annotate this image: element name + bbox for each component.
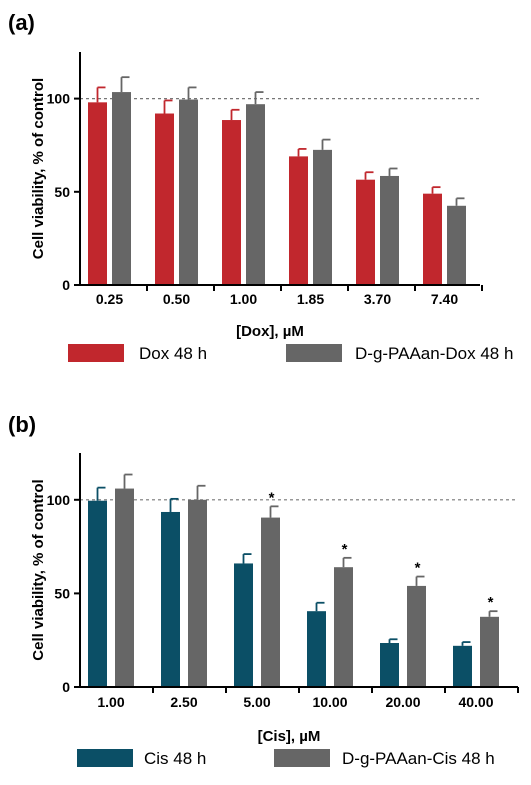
y-tick-label: 50 bbox=[54, 184, 70, 200]
bar-conjugate bbox=[188, 499, 207, 687]
x-tick-label: 0.50 bbox=[163, 291, 190, 307]
bar-primary bbox=[289, 156, 308, 285]
y-axis-title: Cell viability, % of control bbox=[30, 479, 47, 660]
legend-swatch bbox=[68, 344, 124, 362]
panel-label: (a) bbox=[8, 10, 35, 35]
bar-primary bbox=[161, 511, 180, 687]
significance-mark: * bbox=[269, 489, 275, 506]
y-tick-label: 100 bbox=[47, 492, 71, 508]
y-tick-label: 50 bbox=[54, 585, 70, 601]
significance-mark: * bbox=[415, 560, 421, 577]
bar-conjugate bbox=[179, 99, 198, 285]
y-tick-label: 0 bbox=[62, 679, 70, 695]
bar-conjugate bbox=[480, 616, 499, 687]
legend-swatch bbox=[286, 344, 342, 362]
bar-primary bbox=[307, 611, 326, 687]
bar-primary bbox=[234, 563, 253, 687]
bar-conjugate bbox=[447, 205, 466, 285]
bar-conjugate bbox=[380, 175, 399, 285]
significance-mark: * bbox=[342, 541, 348, 558]
x-tick-label: 7.40 bbox=[431, 291, 458, 307]
bar-primary bbox=[423, 193, 442, 285]
legend-label: Cis 48 h bbox=[144, 749, 206, 768]
panel-label: (b) bbox=[8, 412, 36, 437]
x-tick-label: 1.00 bbox=[97, 694, 124, 710]
bar-conjugate bbox=[334, 567, 353, 687]
bar-conjugate bbox=[261, 517, 280, 687]
x-tick-label: 5.00 bbox=[243, 694, 270, 710]
bar-primary bbox=[453, 645, 472, 687]
legend-swatch bbox=[77, 749, 133, 767]
x-axis-title: [Cis], µM bbox=[258, 728, 321, 745]
bar-conjugate bbox=[112, 92, 131, 286]
legend-label: D-g-PAAan-Cis 48 h bbox=[342, 749, 495, 768]
x-axis-title: [Dox], µM bbox=[236, 323, 304, 340]
x-tick-label: 40.00 bbox=[458, 694, 493, 710]
bar-primary bbox=[222, 120, 241, 285]
x-tick-label: 0.25 bbox=[96, 291, 123, 307]
bar-primary bbox=[380, 643, 399, 687]
bar-conjugate bbox=[407, 585, 426, 687]
x-tick-label: 2.50 bbox=[170, 694, 197, 710]
bar-primary bbox=[155, 113, 174, 286]
legend-label: Dox 48 h bbox=[139, 344, 207, 363]
legend-label: D-g-PAAan-Dox 48 h bbox=[355, 344, 513, 363]
x-tick-label: 10.00 bbox=[312, 694, 347, 710]
panel-b: (b) * * * * 0 50 100 1.00 2.50 5.00 10.00 20.00 40.00… bbox=[8, 412, 519, 768]
x-tick-label: 1.85 bbox=[297, 291, 324, 307]
bar-primary bbox=[356, 179, 375, 285]
x-tick-label: 3.70 bbox=[364, 291, 391, 307]
panel-a: (a) 0 50 100 0.25 0.50 1.00 1.85 3.70 7.40 [Dox], … bbox=[8, 10, 513, 363]
bar-primary bbox=[88, 102, 107, 285]
bar-primary bbox=[88, 500, 107, 687]
x-tick-label: 20.00 bbox=[385, 694, 420, 710]
y-axis-title: Cell viability, % of control bbox=[30, 78, 47, 259]
y-tick-label: 100 bbox=[47, 91, 71, 107]
significance-mark: * bbox=[488, 594, 494, 611]
legend-swatch bbox=[274, 749, 330, 767]
bar-conjugate bbox=[313, 149, 332, 285]
bar-conjugate bbox=[115, 488, 134, 687]
y-tick-label: 0 bbox=[62, 277, 70, 293]
bar-conjugate bbox=[246, 104, 265, 285]
x-tick-label: 1.00 bbox=[230, 291, 257, 307]
